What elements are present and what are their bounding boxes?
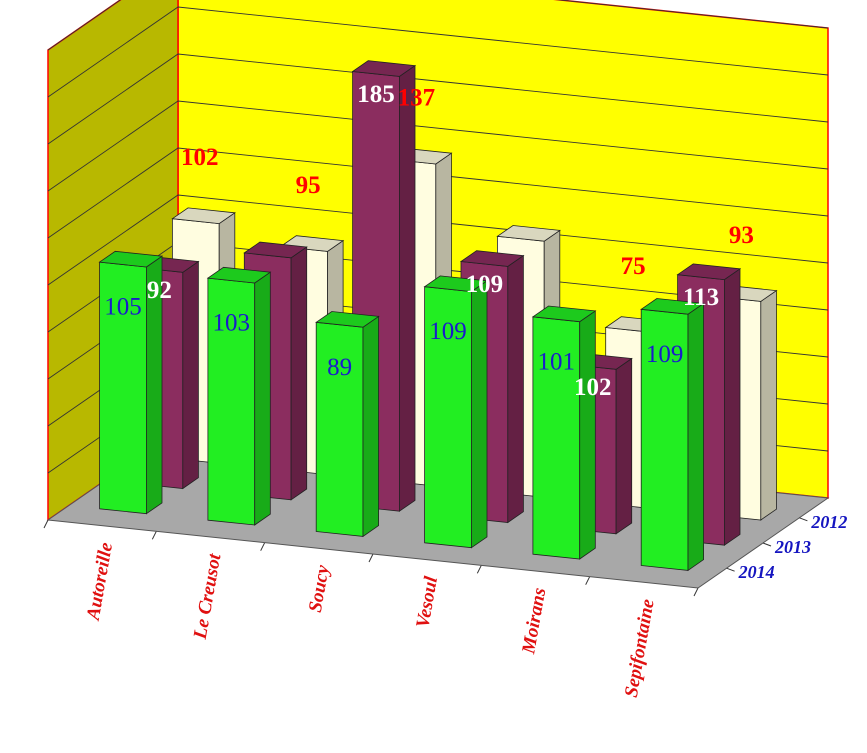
bar-side-face (615, 357, 633, 535)
bar-2014-soucy (315, 311, 380, 538)
data-label-2012: 95 (296, 172, 321, 199)
category-tick (476, 565, 482, 574)
bar-side-face (470, 280, 488, 549)
bar-top-face (531, 305, 597, 323)
bar-top-face (351, 60, 417, 77)
bar-top-face (423, 275, 489, 293)
category-tick (368, 553, 374, 563)
gridline (47, 6, 829, 98)
data-label-2014: 109 (646, 341, 684, 368)
bar-side-face (724, 268, 741, 546)
bar-side-face (254, 271, 271, 526)
data-label-2014: 105 (104, 294, 142, 321)
data-label-2012: 102 (181, 144, 219, 171)
data-label-2013: 185 (357, 81, 395, 108)
bar-top-face (496, 225, 561, 242)
bar-side-face (760, 289, 777, 521)
bar-2014-autoreille (98, 250, 164, 515)
category-tick (260, 542, 266, 551)
series-label-2014: 2014 (738, 562, 775, 582)
data-label-2012: 93 (729, 222, 754, 249)
bar-2014-moirans (531, 305, 597, 560)
data-label-2014: 101 (538, 348, 576, 375)
bar-2014-sepifontaine (640, 298, 705, 572)
category-label: Vesoul (412, 574, 442, 629)
bar-top-face (459, 250, 525, 267)
data-label-2013: 102 (574, 374, 612, 401)
data-label-2013: 109 (466, 271, 504, 298)
bar-top-face (98, 250, 164, 268)
gridline (47, 53, 829, 145)
series-label-2013: 2013 (774, 537, 811, 557)
data-label-2012: 137 (398, 85, 436, 112)
data-label-2013: 92 (147, 277, 172, 304)
bar-side-face (290, 246, 308, 501)
bar-side-face (579, 310, 596, 560)
category-label: Sepifontaine (621, 597, 659, 699)
bars-layer: 102 95 137 75 93 92 185 109 102 113 105 103 89 109 101… (98, 60, 778, 572)
depth-tick (799, 517, 808, 522)
data-label-2013: 113 (683, 284, 719, 311)
category-tick (43, 519, 49, 529)
bar-top-face (206, 266, 272, 284)
gridline (47, 147, 829, 239)
bar-top-face (315, 311, 380, 328)
value-labels: 102 95 137 75 93 92 185 109 102 113 105 103 89 109 101… (104, 81, 754, 401)
depth-tick (762, 542, 772, 547)
bar-top-face (640, 298, 705, 315)
bar-2014-le-creusot (206, 266, 272, 526)
bar-top-face (171, 207, 236, 225)
data-label-2014: 103 (213, 310, 251, 337)
data-label-2014: 109 (429, 318, 467, 345)
gridline (47, 194, 829, 286)
category-label: Le Creusot (190, 552, 226, 642)
gridline (47, 0, 829, 51)
category-label: Autoreille (83, 540, 118, 622)
bar-side-face (398, 64, 416, 512)
bar-2014-vesoul (423, 275, 489, 549)
depth-tick (726, 567, 735, 572)
bar-top-face (243, 241, 308, 259)
series-depth-labels: 2012 2013 2014 (726, 512, 847, 582)
category-tick (151, 531, 157, 540)
series-label-2012: 2012 (810, 512, 847, 532)
bar-side-face (362, 315, 380, 538)
category-label: Soucy (305, 563, 334, 614)
gridline (47, 100, 829, 192)
category-tick (585, 576, 591, 585)
category-tick (693, 587, 699, 597)
bar-side-face (687, 302, 704, 572)
data-label-2012: 75 (621, 253, 646, 280)
bar-side-face (182, 260, 199, 490)
bar-side-face (507, 254, 524, 524)
bar-top-face (676, 263, 742, 281)
data-label-2014: 89 (327, 354, 352, 381)
category-label: Moirans (518, 586, 550, 656)
